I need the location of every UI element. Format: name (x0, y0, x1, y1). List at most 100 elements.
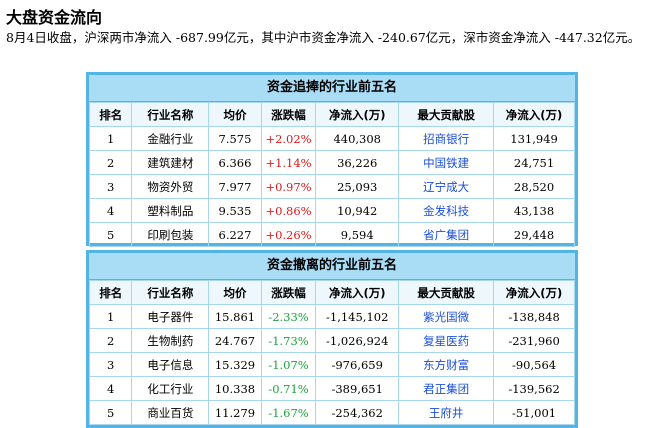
price-cell: 6.227 (208, 222, 262, 247)
top-stock-link[interactable]: 金发科技 (398, 198, 495, 223)
sector-cell: 商业百货 (131, 400, 210, 425)
inflow-header-row: 排名 行业名称 均价 涨跌幅 净流入(万) 最大贡献股 净流入(万) (88, 102, 575, 127)
header-change: 涨跌幅 (260, 280, 317, 305)
net-inflow-cell: 10,942 (315, 198, 400, 223)
table-row: 1 电子器件 15.861 -2.33% -1,145,102 紫光国微 -138,848 (88, 304, 575, 329)
top-stock-link[interactable]: 省广集团 (398, 222, 495, 247)
top-stock-link[interactable]: 王府井 (398, 400, 495, 425)
header-sector: 行业名称 (131, 280, 210, 305)
table-row: 2 建筑建材 6.366 +1.14% 36,226 中国铁建 24,751 (88, 150, 575, 175)
page-title: 大盘资金流向 (6, 8, 103, 27)
stock-net-inflow-cell: -139,562 (493, 376, 575, 401)
stock-net-inflow-cell: -90,564 (493, 352, 575, 377)
change-cell: +0.26% (260, 222, 317, 247)
rank-cell: 2 (88, 150, 133, 175)
top-stock-link[interactable]: 中国铁建 (398, 150, 495, 175)
change-cell: -1.67% (260, 400, 317, 425)
change-cell: +0.97% (260, 174, 317, 199)
rank-cell: 5 (88, 400, 133, 425)
top-stock-link[interactable]: 东方财富 (398, 352, 495, 377)
price-cell: 24.767 (208, 328, 262, 353)
table-row: 1 金融行业 7.575 +2.02% 440,308 招商银行 131,949 (88, 126, 575, 151)
header-top-stock: 最大贡献股 (398, 280, 495, 305)
inflow-table: 排名 行业名称 均价 涨跌幅 净流入(万) 最大贡献股 净流入(万) 1 金融行业… (88, 102, 575, 247)
header-net-inflow: 净流入(万) (315, 102, 400, 127)
change-cell: -2.33% (260, 304, 317, 329)
sector-cell: 电子器件 (131, 304, 210, 329)
sector-cell: 生物制药 (131, 328, 210, 353)
outflow-header-row: 排名 行业名称 均价 涨跌幅 净流入(万) 最大贡献股 净流入(万) (88, 280, 575, 305)
net-inflow-cell: 25,093 (315, 174, 400, 199)
net-inflow-cell: -254,362 (315, 400, 400, 425)
price-cell: 7.575 (208, 126, 262, 151)
header-top-stock: 最大贡献股 (398, 102, 495, 127)
change-cell: +2.02% (260, 126, 317, 151)
header-net-inflow: 净流入(万) (315, 280, 400, 305)
price-cell: 6.366 (208, 150, 262, 175)
table-row: 4 化工行业 10.338 -0.71% -389,651 君正集团 -139,562 (88, 376, 575, 401)
inflow-table-caption: 资金追捧的行业前五名 (89, 75, 575, 102)
rank-cell: 3 (88, 352, 133, 377)
sector-cell: 金融行业 (131, 126, 210, 151)
net-inflow-cell: 36,226 (315, 150, 400, 175)
price-cell: 15.329 (208, 352, 262, 377)
change-cell: -0.71% (260, 376, 317, 401)
sector-cell: 化工行业 (131, 376, 210, 401)
stock-net-inflow-cell: 28,520 (493, 174, 575, 199)
table-row: 5 商业百货 11.279 -1.67% -254,362 王府井 -51,001 (88, 400, 575, 425)
table-row: 3 电子信息 15.329 -1.07% -976,659 东方财富 -90,564 (88, 352, 575, 377)
header-rank: 排名 (88, 280, 133, 305)
sector-cell: 建筑建材 (131, 150, 210, 175)
change-cell: +1.14% (260, 150, 317, 175)
rank-cell: 1 (88, 126, 133, 151)
table-row: 2 生物制药 24.767 -1.73% -1,026,924 复星医药 -231,960 (88, 328, 575, 353)
table-row: 3 物资外贸 7.977 +0.97% 25,093 辽宁成大 28,520 (88, 174, 575, 199)
rank-cell: 2 (88, 328, 133, 353)
price-cell: 15.861 (208, 304, 262, 329)
stock-net-inflow-cell: -231,960 (493, 328, 575, 353)
header-price: 均价 (208, 102, 262, 127)
net-inflow-cell: 440,308 (315, 126, 400, 151)
top-stock-link[interactable]: 招商银行 (398, 126, 495, 151)
sector-cell: 电子信息 (131, 352, 210, 377)
header-stock-net-inflow: 净流入(万) (493, 102, 575, 127)
stock-net-inflow-cell: -51,001 (493, 400, 575, 425)
net-inflow-cell: -389,651 (315, 376, 400, 401)
net-inflow-cell: 9,594 (315, 222, 400, 247)
net-inflow-cell: -1,026,924 (315, 328, 400, 353)
header-price: 均价 (208, 280, 262, 305)
header-sector: 行业名称 (131, 102, 210, 127)
outflow-table-caption: 资金撤离的行业前五名 (89, 253, 575, 280)
top-stock-link[interactable]: 紫光国微 (398, 304, 495, 329)
price-cell: 9.535 (208, 198, 262, 223)
summary-text: 8月4日收盘，沪深两市净流入 -687.99亿元，其中沪市资金净流入 -240.… (6, 30, 641, 45)
stock-net-inflow-cell: 29,448 (493, 222, 575, 247)
price-cell: 7.977 (208, 174, 262, 199)
stock-net-inflow-cell: 43,138 (493, 198, 575, 223)
top-stock-link[interactable]: 辽宁成大 (398, 174, 495, 199)
rank-cell: 1 (88, 304, 133, 329)
stock-net-inflow-cell: 24,751 (493, 150, 575, 175)
header-change: 涨跌幅 (260, 102, 317, 127)
change-cell: -1.73% (260, 328, 317, 353)
change-cell: +0.86% (260, 198, 317, 223)
price-cell: 11.279 (208, 400, 262, 425)
sector-cell: 塑料制品 (131, 198, 210, 223)
rank-cell: 3 (88, 174, 133, 199)
stock-net-inflow-cell: -138,848 (493, 304, 575, 329)
header-stock-net-inflow: 净流入(万) (493, 280, 575, 305)
top-stock-link[interactable]: 复星医药 (398, 328, 495, 353)
price-cell: 10.338 (208, 376, 262, 401)
net-inflow-cell: -976,659 (315, 352, 400, 377)
header-rank: 排名 (88, 102, 133, 127)
top-stock-link[interactable]: 君正集团 (398, 376, 495, 401)
table-row: 5 印刷包装 6.227 +0.26% 9,594 省广集团 29,448 (88, 222, 575, 247)
sector-cell: 印刷包装 (131, 222, 210, 247)
sector-cell: 物资外贸 (131, 174, 210, 199)
inflow-table-panel: 资金追捧的行业前五名 排名 行业名称 均价 涨跌幅 净流入(万) 最大贡献股 净… (86, 72, 578, 247)
change-cell: -1.07% (260, 352, 317, 377)
outflow-table: 排名 行业名称 均价 涨跌幅 净流入(万) 最大贡献股 净流入(万) 1 电子器件… (88, 280, 575, 425)
rank-cell: 4 (88, 198, 133, 223)
stock-net-inflow-cell: 131,949 (493, 126, 575, 151)
